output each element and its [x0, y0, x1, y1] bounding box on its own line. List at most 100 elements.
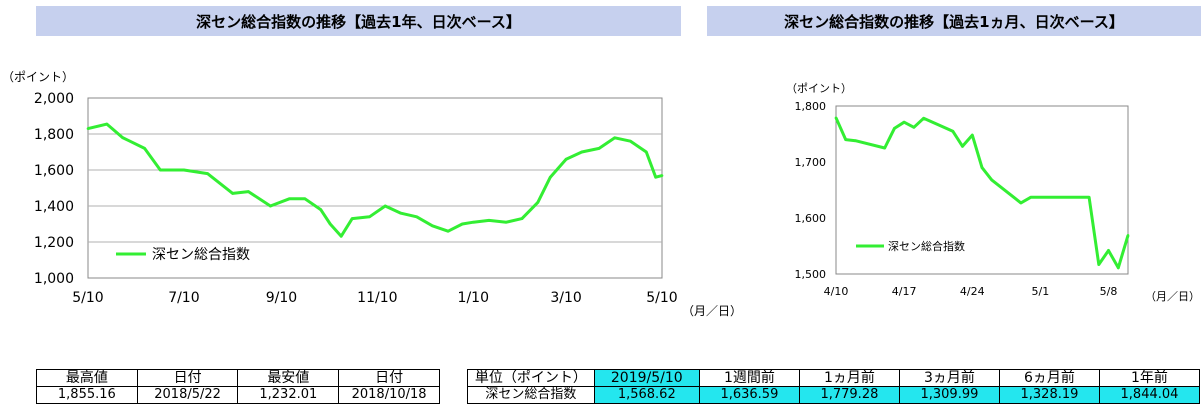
data-point [159, 168, 162, 172]
plot-area [87, 97, 663, 279]
x-tick-label: 5/10 [646, 290, 677, 306]
data-point [564, 157, 568, 161]
x-tick-label: 5/10 [72, 290, 103, 306]
data-point [1019, 201, 1023, 205]
data-point [854, 139, 857, 143]
data-point [883, 146, 886, 150]
value-cell: 1,779.28 [798, 386, 900, 404]
data-point [368, 215, 371, 219]
header-high-date: 日付 [136, 369, 239, 387]
data-point [644, 150, 648, 154]
y-tick-label: 1,000 [34, 271, 74, 287]
header-low-date: 日付 [338, 369, 440, 387]
data-point [654, 175, 658, 179]
data-point [339, 234, 343, 238]
data-point [893, 127, 896, 130]
data-point [1126, 234, 1130, 237]
data-point [980, 166, 984, 169]
data-point [1097, 263, 1101, 266]
data-point [383, 204, 387, 208]
y-tick-label: 1,600 [795, 212, 827, 225]
data-point [912, 125, 916, 129]
data-point [105, 122, 109, 126]
data-point [431, 224, 434, 228]
data-point [1087, 195, 1091, 199]
y-tick-label: 1,800 [34, 127, 74, 143]
y-unit-1m: （ポイント） [786, 82, 852, 95]
plot-area [835, 105, 1129, 275]
value-cell: 1,568.62 [593, 386, 700, 404]
data-point [902, 120, 906, 124]
legend-label: 深セン総合指数 [888, 239, 965, 253]
data-point [460, 222, 464, 226]
header-period: 1ヵ月前 [798, 369, 900, 387]
y-unit-1y: （ポイント） [2, 70, 75, 84]
change-table: 単位（ポイント） 2019/5/10 1週間前 1ヵ月前 3ヵ月前 6ヵ月前 1… [467, 369, 1201, 404]
y-tick-label: 1,800 [795, 100, 827, 113]
y-tick-label: 2,000 [34, 91, 74, 107]
y-tick-label: 1,600 [34, 163, 74, 179]
value-low-date: 2018/10/18 [338, 386, 440, 404]
x-tick-label: 5/1 [1032, 285, 1050, 298]
data-point [269, 204, 272, 208]
y-tick-label: 1,200 [34, 235, 74, 251]
data-point [287, 197, 291, 201]
header-period: 6ヵ月前 [998, 369, 1100, 387]
data-point [328, 222, 332, 226]
header-unit: 単位（ポイント） [467, 369, 595, 387]
x-tick-label: 1/10 [458, 290, 489, 306]
chart-1y: 1,000 1,200 1,400 1,600 1,800 2,000 5/10 7/10 9/… [34, 91, 678, 306]
header-period: 2019/5/10 [593, 369, 700, 387]
data-point [1029, 195, 1032, 199]
data-point [844, 138, 848, 141]
data-point [580, 150, 584, 154]
data-point [487, 219, 491, 222]
header-period: 3ヵ月前 [898, 369, 1000, 387]
value-cell: 1,309.99 [898, 386, 1000, 404]
legend-label: 深セン総合指数 [152, 247, 250, 263]
header-high: 最高値 [36, 369, 138, 387]
x-tick-label: 4/17 [892, 285, 917, 298]
header-period: 1週間前 [698, 369, 800, 387]
header-period: 1年前 [1098, 369, 1201, 387]
chart-title-1y: 深セン総合指数の推移【過去1年、日次ベース】 [36, 6, 681, 36]
value-high-date: 2018/5/22 [136, 386, 239, 404]
data-point [247, 190, 250, 193]
value-cell: 1,328.19 [998, 386, 1100, 404]
data-point [505, 220, 508, 224]
data-point [951, 129, 955, 133]
data-point [660, 174, 664, 177]
data-point [350, 217, 354, 220]
chart-1m: 1,500 1,600 1,700 1,800 4/10 4/17 4/24 5/1 5/8 深セ… [795, 100, 1130, 298]
data-point [446, 229, 450, 233]
data-point [415, 215, 418, 219]
data-point [86, 127, 90, 130]
value-high: 1,855.16 [36, 386, 138, 404]
data-point [471, 220, 475, 224]
value-cell: 1,636.59 [698, 386, 800, 404]
data-point [834, 116, 838, 120]
data-point [922, 117, 925, 120]
data-point [990, 178, 994, 182]
series-line [834, 116, 1130, 270]
x-unit-1y: （月／日） [682, 304, 743, 318]
row-label: 深セン総合指数 [467, 386, 595, 404]
value-cell: 1,844.04 [1098, 386, 1201, 404]
high-low-table: 最高値 日付 最安値 日付 1,855.16 2018/5/22 1,232.0… [36, 369, 440, 404]
y-tick-label: 1,400 [34, 199, 74, 215]
x-tick-label: 11/10 [357, 290, 397, 306]
x-tick-label: 9/10 [266, 290, 297, 306]
x-tick-label: 4/10 [824, 285, 849, 298]
data-point [399, 211, 403, 215]
y-tick-label: 1,500 [795, 268, 827, 281]
data-point [629, 139, 632, 143]
x-tick-label: 4/24 [960, 285, 985, 298]
data-point [970, 133, 974, 137]
data-point [961, 145, 964, 148]
value-low: 1,232.01 [237, 386, 340, 404]
data-point [536, 201, 540, 204]
y-tick-label: 1,700 [795, 156, 827, 169]
data-point [143, 147, 146, 150]
data-point [182, 168, 186, 172]
